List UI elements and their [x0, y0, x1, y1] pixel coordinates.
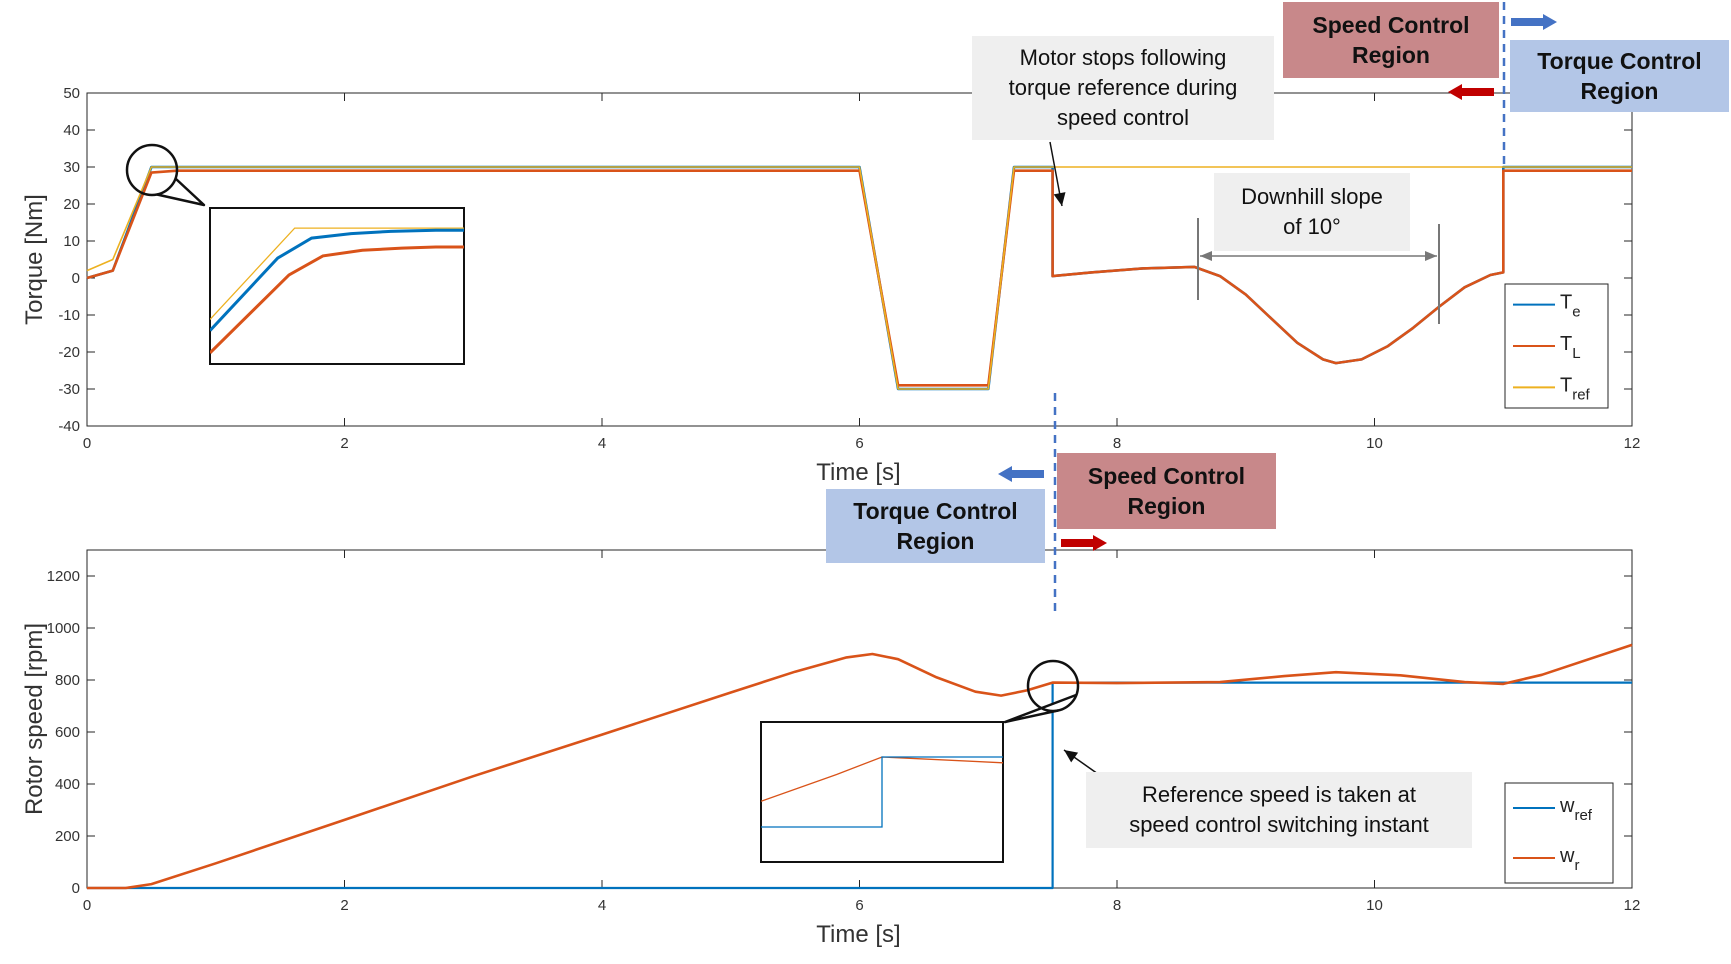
- x-tick-label: 2: [340, 897, 348, 914]
- x-tick-label: 12: [1624, 897, 1641, 914]
- y-axis-label: Rotor speed [rpm]: [21, 623, 48, 815]
- y-tick-label: 20: [63, 196, 80, 213]
- inset-line-tref: [210, 227, 464, 320]
- y-tick-label: 40: [63, 122, 80, 139]
- inset-group: [761, 756, 1003, 828]
- x-tick-label: 6: [855, 897, 863, 914]
- y-tick-label: -40: [58, 418, 80, 435]
- zoom-callout-top: [125, 143, 179, 197]
- y-tick-label: -20: [58, 344, 80, 361]
- arrow-left-red-top: [1448, 84, 1494, 100]
- downhill-span-arrow-left: [1200, 251, 1212, 261]
- top-torque-control-region-label: Torque Control Region: [1510, 40, 1729, 112]
- legend-box: [1504, 782, 1614, 884]
- inset-group: [210, 227, 464, 354]
- motor-stops-annotation: Motor stops following torque reference d…: [972, 36, 1274, 140]
- y-tick-label: 0: [72, 270, 80, 287]
- y-tick-label: 50: [63, 85, 80, 102]
- series-line-wr: [87, 643, 1633, 890]
- zoom-callout-top-tail: [156, 177, 206, 207]
- y-tick-label: 800: [55, 672, 80, 689]
- motor-stops-pointer-head: [1053, 192, 1066, 206]
- top-speed-control-region-label: Speed Control Region: [1283, 2, 1499, 78]
- y-tick-label: 30: [63, 159, 80, 176]
- inset-line-tl: [210, 245, 464, 354]
- inset-line-te: [210, 228, 464, 332]
- bottom-torque-control-region-label: Torque Control Region: [826, 489, 1045, 563]
- series-line-wref: [87, 681, 1632, 890]
- legend-label-wr: wr: [1559, 845, 1579, 874]
- x-tick-label: 12: [1624, 435, 1641, 452]
- series-line-tref: [86, 166, 1632, 390]
- inset-line-wr: [761, 756, 1003, 802]
- zoom-inset-box: [760, 721, 1004, 863]
- x-tick-label: 8: [1113, 435, 1121, 452]
- bottom-speed-control-region-label: Speed Control Region: [1057, 453, 1276, 529]
- x-tick-label: 10: [1366, 897, 1383, 914]
- x-axis-label: Time [s]: [816, 921, 900, 948]
- zoom-callout-bottom: [1026, 659, 1080, 713]
- y-axis-label: Torque [Nm]: [21, 194, 48, 325]
- arrow-right-blue-top: [1511, 14, 1557, 30]
- x-tick-label: 0: [83, 435, 91, 452]
- x-tick-label: 0: [83, 897, 91, 914]
- inset-line-wref: [761, 756, 1003, 828]
- y-tick-label: 0: [72, 880, 80, 897]
- y-tick-label: 200: [55, 828, 80, 845]
- y-tick-label: 400: [55, 776, 80, 793]
- y-tick-label: -10: [58, 307, 80, 324]
- x-axis-label: Time [s]: [816, 459, 900, 486]
- downhill-slope-annotation: Downhill slope of 10°: [1214, 173, 1410, 251]
- reference-speed-pointer-head: [1064, 750, 1079, 763]
- y-tick-label: 1000: [47, 620, 80, 637]
- y-tick-label: 1200: [47, 568, 80, 585]
- x-tick-label: 6: [855, 435, 863, 452]
- x-tick-label: 10: [1366, 435, 1383, 452]
- y-tick-label: 600: [55, 724, 80, 741]
- arrow-right-red-bottom: [1061, 535, 1107, 551]
- y-tick-label: 10: [63, 233, 80, 250]
- downhill-span-arrow-right: [1425, 251, 1437, 261]
- arrow-left-blue-bottom: [998, 466, 1044, 482]
- y-tick-label: -30: [58, 381, 80, 398]
- x-tick-label: 2: [340, 435, 348, 452]
- x-tick-label: 4: [598, 897, 606, 914]
- x-tick-label: 4: [598, 435, 606, 452]
- x-tick-label: 8: [1113, 897, 1121, 914]
- reference-speed-annotation: Reference speed is taken at speed contro…: [1086, 772, 1472, 848]
